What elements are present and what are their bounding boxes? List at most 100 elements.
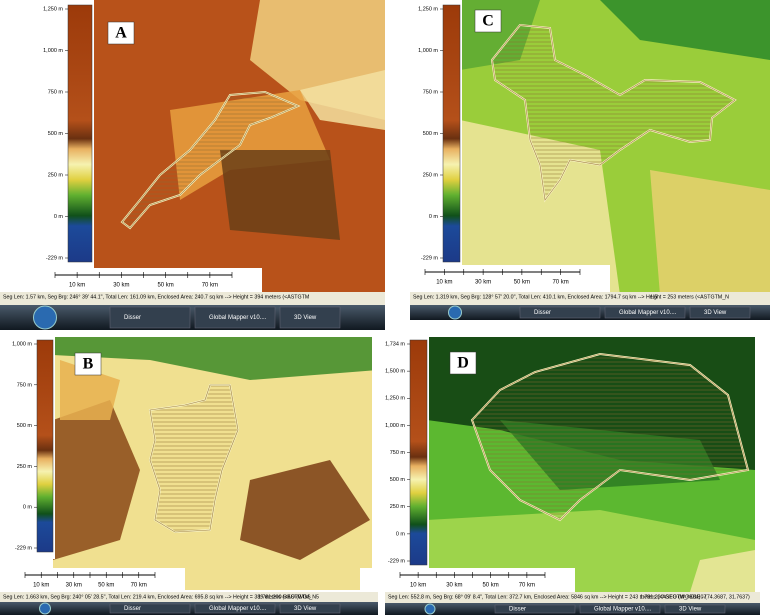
colorbar-label: 1,000 m — [43, 48, 63, 54]
taskbar-label: Disser — [509, 607, 526, 613]
scale-box — [360, 568, 575, 592]
status-text: 1:781,200 GEO (WGS84) - (74.3687, 31.763… — [640, 594, 750, 600]
taskbar-label: 3D View — [679, 607, 702, 613]
taskbar-item[interactable] — [109, 306, 191, 329]
terrain — [220, 150, 340, 240]
colorbar-label: 1,250 m — [385, 396, 405, 402]
terrain — [240, 460, 370, 560]
map-panel: 1,250 m 1,000 m 750 m 500 m 250 m 0 m -229 m C 1… — [385, 0, 770, 320]
start-button — [39, 602, 51, 615]
taskbar-item[interactable] — [194, 603, 276, 614]
colorbar-label: 1,250 m — [418, 6, 438, 12]
terrain — [690, 550, 755, 592]
scale-label: 10 km — [436, 280, 452, 286]
scale-label: 50 km — [482, 583, 498, 589]
status-bar — [0, 592, 378, 602]
panel-label-box — [107, 21, 135, 45]
taskbar-item[interactable] — [279, 306, 341, 329]
scale-label: 10 km — [410, 583, 426, 589]
taskbar-item[interactable] — [604, 306, 686, 319]
scale-label: 10 km — [69, 283, 85, 289]
enclosed-outline — [121, 91, 299, 229]
colorbar-label: 750 m — [17, 382, 33, 388]
colorbar-label: 500 m — [48, 131, 64, 137]
colorbar-label: 1,000 m — [385, 423, 405, 429]
colorbar-label: 1,000 m — [12, 341, 32, 347]
colorbar-label: 1,000 m — [418, 48, 438, 54]
scale-box — [15, 268, 262, 293]
taskbar-label: Global Mapper v10.... — [209, 606, 267, 612]
colorbar-label: -229 m — [46, 255, 64, 261]
scale-box — [0, 568, 185, 590]
taskbar-label: Disser — [124, 606, 141, 612]
scale-label: 30 km — [475, 280, 491, 286]
color-bar — [67, 4, 93, 263]
terrain — [170, 90, 330, 200]
colorbar-label: 0 m — [429, 214, 439, 220]
scale-label: 50 km — [98, 583, 114, 589]
panel-label: A — [115, 25, 127, 42]
taskbar-label: 3D View — [294, 315, 317, 321]
taskbar-item[interactable] — [109, 603, 191, 614]
taskbar-label: Global Mapper v10.... — [209, 315, 267, 321]
taskbar-label: 3D View — [704, 310, 727, 316]
taskbar-item[interactable] — [494, 604, 576, 614]
scale-label: 50 km — [514, 280, 530, 286]
status-text: Seg Len: 1.57 km, Seg Brg: 246° 39' 44.1… — [3, 294, 309, 300]
scale-label: 70 km — [552, 280, 568, 286]
start-button — [33, 305, 57, 330]
status-bar — [410, 292, 770, 305]
colorbar-label: 750 m — [48, 89, 64, 95]
taskbar-label: Disser — [124, 315, 141, 321]
color-bar — [409, 339, 428, 566]
taskbar-label: Disser — [534, 310, 551, 316]
start-button — [448, 305, 462, 320]
colorbar-label: 0 m — [396, 531, 406, 537]
terrain — [300, 70, 385, 130]
map-panel: 1,734 m 1,500 m 1,250 m 1,000 m 750 m 500 m 25… — [360, 335, 760, 615]
colorbar-label: 500 m — [17, 423, 33, 429]
scale-label: 70 km — [202, 283, 218, 289]
colorbar-label: 500 m — [423, 131, 439, 137]
terrain — [600, 0, 770, 60]
map-panel: 1,250 m 1,000 m 750 m 500 m 250 m 0 m -229 m A 1… — [0, 0, 385, 330]
taskbar-item[interactable] — [279, 603, 341, 614]
status-text: Seg Len: 552.8 m, Seg Brg: 68° 09' 8.4",… — [388, 594, 706, 600]
colorbar-label: 750 m — [390, 450, 406, 456]
colorbar-label: 1,250 m — [43, 6, 63, 12]
panel-label-box — [74, 352, 102, 376]
scale-label: 30 km — [113, 283, 129, 289]
taskbar-item[interactable] — [689, 306, 751, 319]
status-text: Seg Len: 1.663 km, Seg Brg: 240° 05' 28.… — [3, 594, 319, 600]
scale-label: 30 km — [446, 583, 462, 589]
color-bar — [36, 339, 54, 553]
scale-box — [385, 265, 610, 292]
scale-label: 70 km — [131, 583, 147, 589]
status-text: 1:5 — [650, 294, 657, 300]
scale-label: 50 km — [157, 283, 173, 289]
panel-label: C — [482, 13, 494, 30]
terrain — [53, 400, 140, 560]
taskbar-item[interactable] — [194, 306, 276, 329]
taskbar-item[interactable] — [664, 604, 726, 614]
colorbar-label: 0 m — [54, 214, 64, 220]
panel-label: B — [83, 356, 94, 373]
scale-label: 30 km — [66, 583, 82, 589]
start-button — [424, 603, 436, 615]
status-text: Seg Len: 1.319 km, Seg Brg: 128° 57' 20.… — [413, 294, 729, 300]
taskbar-item[interactable] — [519, 306, 601, 319]
enclosed-outline — [471, 353, 749, 521]
enclosed-outline — [491, 24, 736, 201]
status-text: 1:781,200 GEO (WGS — [258, 594, 311, 600]
enclosed-outline — [149, 384, 239, 533]
panel-label: D — [457, 355, 469, 372]
taskbar-label: Global Mapper v10.... — [619, 310, 677, 316]
taskbar-item[interactable] — [579, 604, 661, 614]
colorbar-label: -229 m — [421, 255, 439, 261]
terrain — [650, 170, 770, 295]
map-panel: 1,000 m 750 m 500 m 250 m 0 m -229 m B 10 km 30 … — [0, 335, 378, 615]
colorbar-label: 0 m — [23, 505, 33, 511]
status-bar — [385, 592, 760, 603]
panel-label-box — [449, 351, 477, 375]
